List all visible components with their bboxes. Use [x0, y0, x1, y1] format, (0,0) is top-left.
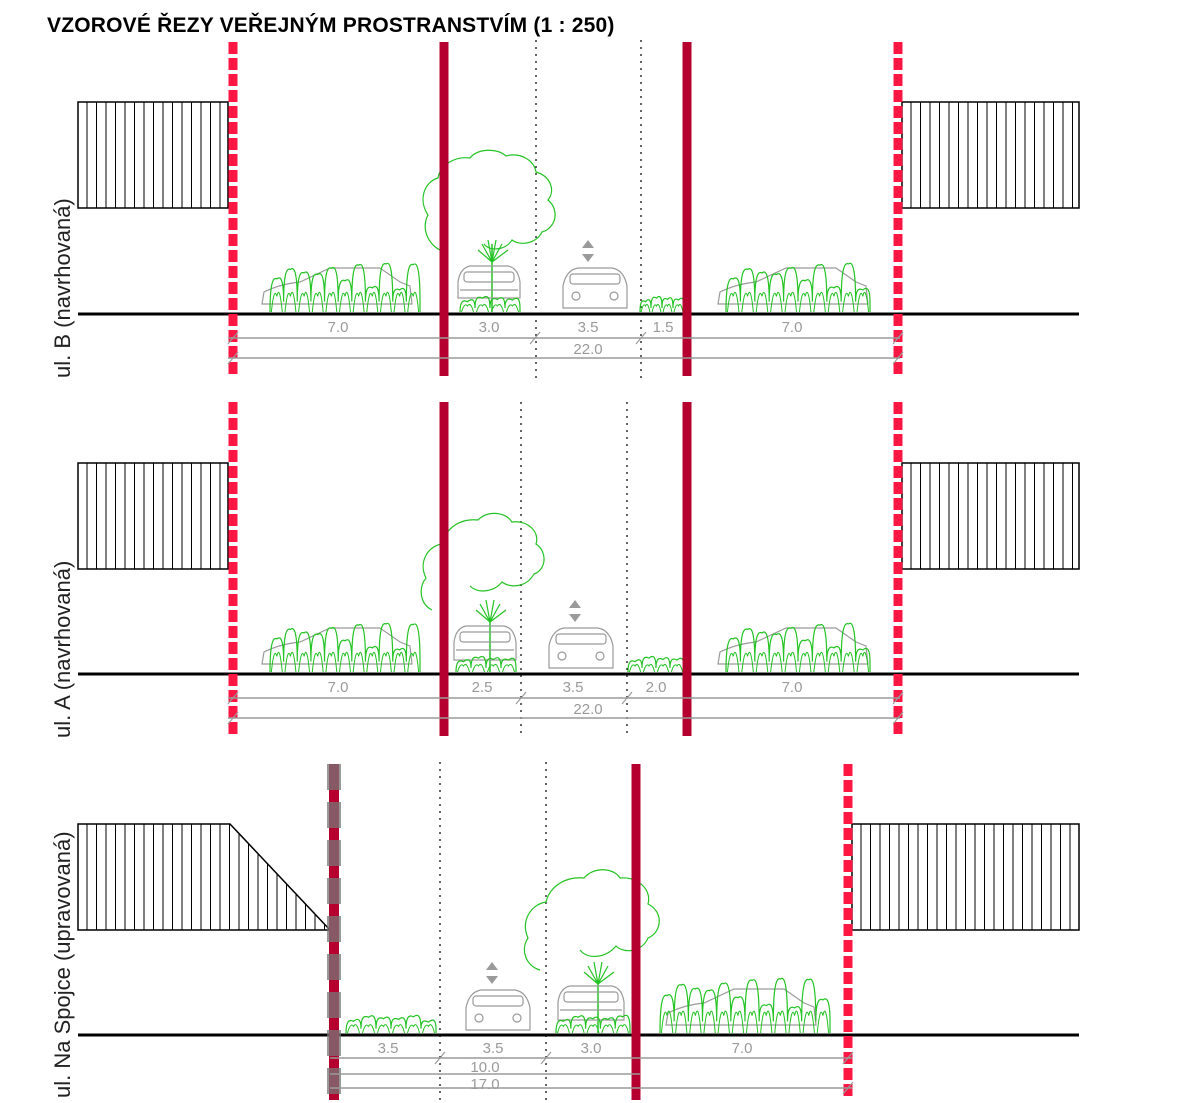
- dimension-label: 3.0: [479, 319, 500, 336]
- car-side: [717, 627, 869, 665]
- shrubs: [725, 262, 871, 313]
- building-left: [77, 823, 332, 931]
- dimension-ticks: [434, 1051, 854, 1095]
- shrubs: [555, 1014, 631, 1034]
- tree-young: [583, 961, 615, 985]
- car-front: [453, 625, 517, 661]
- two-way-arrow-icon: [582, 240, 594, 262]
- dimension-label: 2.5: [472, 679, 493, 696]
- car-front: [557, 985, 625, 1021]
- dimension-label: 7.0: [328, 679, 349, 696]
- two-way-arrow-icon: [486, 962, 498, 984]
- dimension-label: 2.0: [646, 679, 667, 696]
- car-front: [465, 989, 531, 1031]
- section-ul-na-spojce: ul. Na Spojce (upravovaná): [50, 762, 1080, 1100]
- building-left: [77, 101, 229, 209]
- dimension-label: 7.0: [782, 679, 803, 696]
- two-way-arrow-icon: [569, 600, 581, 622]
- dimension-ticks: [227, 691, 904, 725]
- car-front: [457, 265, 521, 299]
- building-left: [77, 462, 229, 570]
- section-ul-b: ul. B (navrhovaná): [50, 40, 1080, 378]
- tree-crown: [523, 869, 660, 971]
- shrubs: [659, 977, 831, 1034]
- section-label: ul. Na Spojce (upravovaná): [50, 831, 75, 1098]
- section-label: ul. A (navrhovaná): [50, 561, 75, 738]
- dimension-label: 1.5: [653, 319, 674, 336]
- dimension-total: 22.0: [573, 341, 602, 358]
- building-right: [851, 823, 1080, 931]
- dimension-label: 7.0: [328, 319, 349, 336]
- tree-young: [475, 599, 507, 623]
- dimension-label: 3.5: [578, 319, 599, 336]
- car-side: [261, 267, 413, 305]
- building-right: [901, 101, 1080, 209]
- shrubs: [269, 622, 421, 673]
- dimension-label: 7.0: [782, 319, 803, 336]
- tree-crown: [422, 149, 556, 253]
- building-right: [901, 462, 1080, 570]
- dimension-label: 3.5: [563, 679, 584, 696]
- dimension-label: 3.5: [483, 1040, 504, 1057]
- dimension-total: 17.0: [470, 1076, 499, 1093]
- shrubs: [725, 622, 871, 673]
- shrubs: [455, 655, 517, 673]
- car-side: [261, 627, 413, 665]
- shrubs: [345, 1014, 437, 1034]
- dimension-label: 3.5: [378, 1040, 399, 1057]
- dimension-label: 3.0: [581, 1040, 602, 1057]
- car-side: [665, 988, 817, 1026]
- shrubs: [459, 295, 521, 313]
- shrubs: [639, 295, 685, 313]
- dimension-ticks: [227, 331, 904, 365]
- dimension-total: 22.0: [573, 701, 602, 718]
- shrubs: [627, 655, 685, 673]
- car-side: [717, 267, 869, 305]
- section-label: ul. B (navrhovaná): [50, 198, 75, 378]
- page-title: VZOROVÉ ŘEZY VEŘEJNÝM PROSTRANSTVÍM (1 :…: [47, 14, 615, 37]
- shrubs: [269, 262, 421, 313]
- dimension-label: 7.0: [732, 1040, 753, 1057]
- car-front: [548, 627, 614, 669]
- tree-young: [477, 239, 509, 263]
- car-front: [562, 267, 628, 309]
- dimension-subtotal: 10.0: [470, 1059, 499, 1076]
- section-ul-a: ul. A (navrhovaná): [50, 402, 1080, 738]
- tree-crown: [420, 512, 545, 611]
